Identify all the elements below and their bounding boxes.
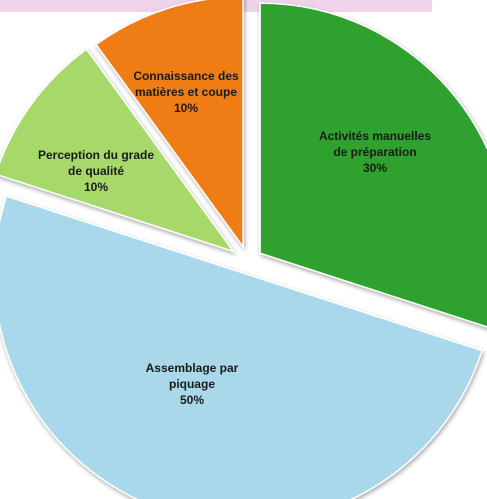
label-connaissance-matieres: Connaissance des matières et coupe 10%	[133, 69, 239, 115]
label-activites-manuelles: Activités manuelles de préparation 30%	[319, 129, 431, 175]
slice-activites-manuelles	[259, 2, 487, 328]
slice-perception-grade	[0, 48, 236, 253]
slice-assemblage-piquage	[0, 195, 484, 499]
slice-connaissance-matieres	[95, 0, 244, 250]
label-perception-grade: Perception du grade de qualité 10%	[38, 148, 154, 194]
label-assemblage-piquage: Assemblage par piquage 50%	[146, 361, 239, 407]
